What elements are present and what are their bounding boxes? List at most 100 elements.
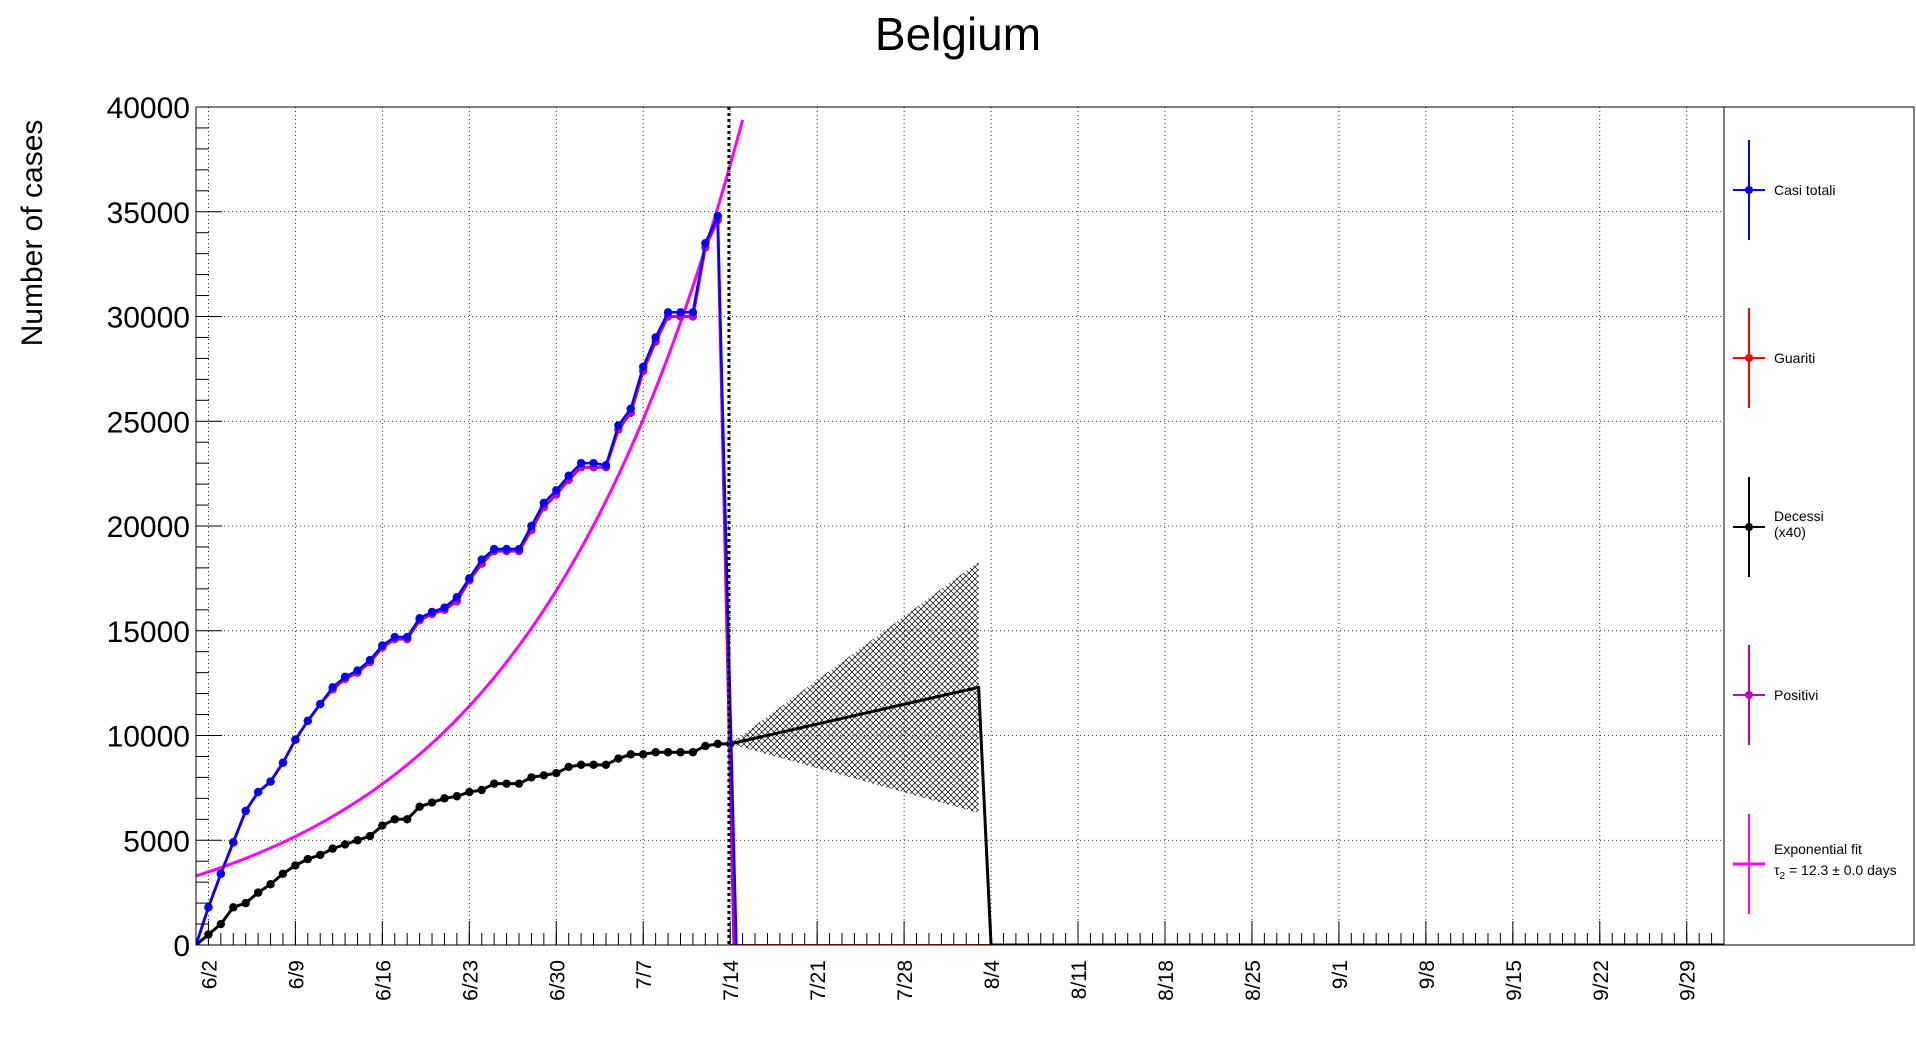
casi-totali-point xyxy=(365,655,375,665)
decessi-point xyxy=(651,748,660,757)
decessi-point xyxy=(353,836,362,845)
decessi-point xyxy=(663,748,673,757)
decessi-point xyxy=(365,831,375,841)
x-tick-label: 6/2 xyxy=(198,960,221,989)
casi-totali-point xyxy=(713,211,722,221)
casi-totali-point xyxy=(676,308,685,317)
x-tick-label: 8/11 xyxy=(1068,960,1091,999)
decessi-point xyxy=(576,760,586,770)
legend-label: τ2 = 12.3 ± 0.0 days xyxy=(1774,862,1897,882)
casi-totali-point xyxy=(440,603,449,612)
casi-totali-point xyxy=(539,498,549,508)
decessi-point xyxy=(626,750,635,759)
casi-totali-point xyxy=(589,458,598,468)
decessi-point xyxy=(601,760,611,770)
casi-totali-point xyxy=(552,486,561,495)
casi-totali-point xyxy=(465,574,474,583)
legend-marker xyxy=(1745,186,1753,194)
decessi-point xyxy=(216,919,226,929)
x-tick-label: 9/15 xyxy=(1503,960,1526,1001)
casi-totali-point xyxy=(278,758,288,767)
casi-totali-point xyxy=(241,806,250,816)
decessi-point xyxy=(402,815,412,824)
casi-totali-point xyxy=(527,521,536,531)
casi-totali-point xyxy=(340,672,350,682)
decessi-point xyxy=(390,815,399,824)
decessi-point xyxy=(340,840,350,849)
decessi-point xyxy=(452,792,462,801)
decessi-point xyxy=(266,880,275,889)
x-tick-label: 8/25 xyxy=(1242,960,1265,1001)
decessi-point xyxy=(701,741,710,751)
casi-totali-point xyxy=(564,471,573,480)
decessi-point xyxy=(465,787,474,797)
y-tick-label: 5000 xyxy=(123,825,190,858)
decessi-point xyxy=(253,888,263,897)
decessi-point xyxy=(639,750,648,759)
decessi-point xyxy=(589,760,598,770)
casi-totali-point xyxy=(266,777,275,786)
casi-totali-point xyxy=(614,421,623,430)
decessi-point xyxy=(316,850,325,860)
casi-totali-point xyxy=(639,362,648,371)
decessi-point xyxy=(328,844,337,853)
x-tick-label: 7/28 xyxy=(894,960,917,1001)
legend-label: Positivi xyxy=(1774,687,1818,703)
casi-totali-point xyxy=(353,666,362,675)
casi-totali-point xyxy=(291,735,300,744)
decessi-point xyxy=(303,854,313,864)
y-tick-label: 25000 xyxy=(107,406,190,439)
x-tick-label: 9/8 xyxy=(1416,960,1439,989)
decessi-point xyxy=(552,769,561,778)
casi-totali-point xyxy=(514,544,524,554)
x-tick-label: 6/30 xyxy=(546,960,569,1001)
legend-marker xyxy=(1745,354,1753,362)
x-tick-label: 6/16 xyxy=(372,960,395,1001)
grid xyxy=(196,106,1724,946)
axes: 0 5000 10000 15000 20000 25000 30000 35000 40000… xyxy=(107,92,1725,1001)
y-tick-label: 40000 xyxy=(107,92,190,125)
decessi-point xyxy=(514,779,524,788)
series-layer xyxy=(196,107,1724,945)
legend-entry: Guariti xyxy=(1733,308,1815,408)
x-tick-label: 9/22 xyxy=(1590,960,1613,1001)
legend-label: (x40) xyxy=(1774,524,1806,540)
y-tick-label: 10000 xyxy=(107,721,190,754)
decessi-point xyxy=(676,748,685,757)
legend-label: Exponential fit xyxy=(1774,841,1862,857)
decessi-point xyxy=(278,869,288,878)
legend-entry: Exponential fit τ2 = 12.3 ± 0.0 days xyxy=(1733,814,1897,914)
casi-totali-point xyxy=(402,632,412,642)
casi-totali-point xyxy=(196,940,201,945)
legend-entry: Decessi(x40) xyxy=(1733,477,1824,577)
y-tick-label: 35000 xyxy=(107,197,190,230)
decessi-point xyxy=(477,785,486,795)
x-tick-label: 8/4 xyxy=(981,960,1004,990)
decessi-point xyxy=(713,739,722,749)
decessi-point xyxy=(427,798,437,807)
x-tick-label: 7/14 xyxy=(720,960,743,1001)
x-tick-label: 9/1 xyxy=(1329,960,1352,989)
casi-totali-point xyxy=(626,404,635,413)
decessi-point xyxy=(291,861,300,870)
casi-totali-point xyxy=(688,308,698,317)
decessi-point xyxy=(378,821,387,830)
casi-totali-point xyxy=(701,238,710,248)
casi-totali-point xyxy=(253,787,263,797)
y-tick-label: 20000 xyxy=(107,511,190,544)
x-tick-label: 7/7 xyxy=(633,960,656,989)
casi-totali-point xyxy=(576,458,586,468)
decessi-point xyxy=(614,754,623,763)
casi-totali-point xyxy=(204,903,213,912)
decessi-point xyxy=(229,903,238,912)
casi-totali-point xyxy=(601,461,611,470)
decessi-point xyxy=(502,779,511,788)
x-tick-label: 9/29 xyxy=(1677,960,1700,1001)
casi-totali-point xyxy=(216,869,226,878)
casi-totali-point xyxy=(502,544,511,554)
legend-label: Casi totali xyxy=(1774,182,1835,198)
legend-label: Decessi xyxy=(1774,508,1824,524)
legend-marker xyxy=(1745,523,1753,531)
